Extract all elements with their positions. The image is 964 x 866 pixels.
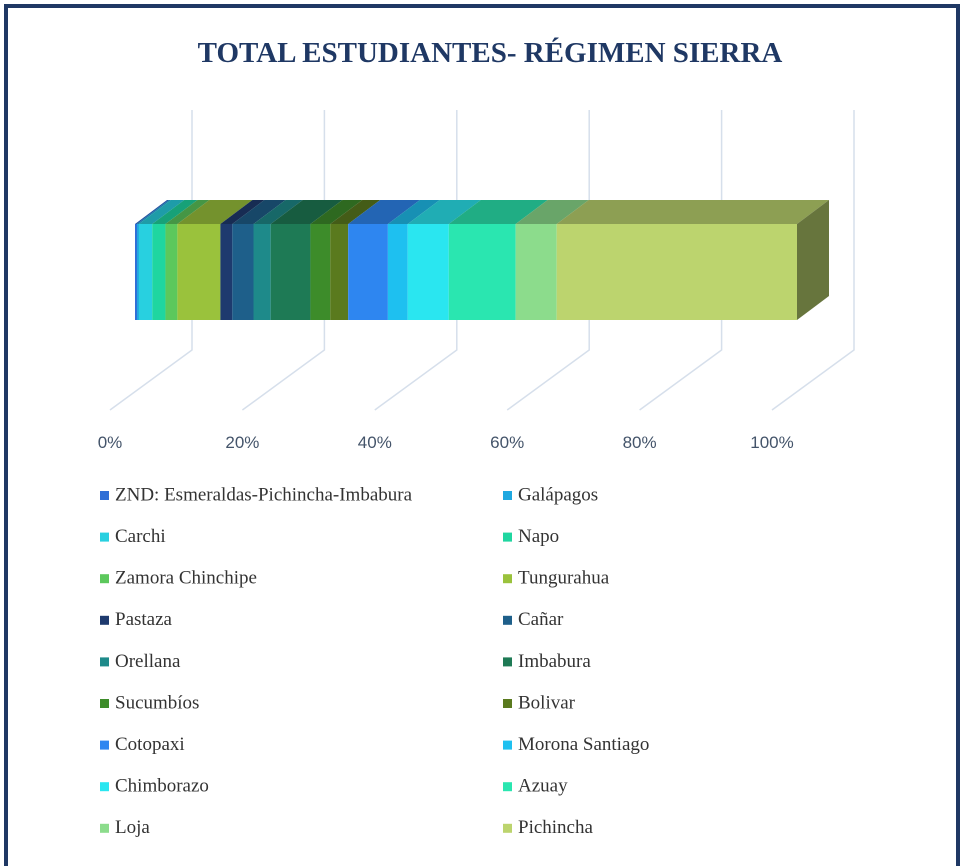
bar-top bbox=[330, 200, 381, 224]
bar-top bbox=[407, 200, 481, 224]
legend-swatch bbox=[503, 740, 512, 750]
legend-label: Imbabura bbox=[518, 651, 591, 672]
bar-segment bbox=[220, 224, 233, 320]
x-tick-label: 100% bbox=[750, 433, 793, 452]
grid-line bbox=[109, 110, 193, 411]
legend-swatch bbox=[503, 574, 512, 584]
bar-segment bbox=[136, 224, 139, 320]
legend-swatch bbox=[503, 491, 512, 500]
bar-top bbox=[165, 200, 210, 224]
chart-title: TOTAL ESTUDIANTES- RÉGIMEN SIERRA bbox=[198, 36, 783, 69]
legend-swatch bbox=[100, 782, 109, 792]
legend-swatch bbox=[503, 823, 512, 833]
legend-label: Cañar bbox=[518, 609, 564, 630]
legend-label: Zamora Chinchipe bbox=[115, 568, 257, 589]
legend-label: Azuay bbox=[518, 776, 568, 797]
grid-line bbox=[506, 110, 590, 411]
legend-label: Pichincha bbox=[518, 817, 593, 838]
legend-swatch bbox=[100, 657, 109, 667]
legend-swatch bbox=[100, 740, 109, 750]
bar-segment bbox=[138, 224, 153, 320]
bar-segment bbox=[330, 224, 349, 320]
bar-segment bbox=[448, 224, 516, 320]
bar-top bbox=[348, 200, 420, 224]
legend-label: Napo bbox=[518, 526, 559, 547]
bar-top bbox=[232, 200, 286, 224]
bar-top bbox=[220, 200, 265, 224]
legend-label: Carchi bbox=[115, 526, 166, 547]
bar-top bbox=[556, 200, 829, 224]
legend-label: Cotopaxi bbox=[115, 734, 185, 755]
legend-label: Galápagos bbox=[518, 484, 598, 505]
bar-segment bbox=[135, 224, 137, 320]
grid-line bbox=[771, 110, 855, 411]
x-tick-label: 0% bbox=[98, 433, 123, 452]
x-tick-label: 60% bbox=[490, 433, 524, 452]
legend-swatch bbox=[503, 699, 512, 708]
bar-top bbox=[136, 200, 171, 224]
grid-line bbox=[639, 110, 723, 411]
bar-top bbox=[387, 200, 440, 224]
legend-label: Bolivar bbox=[518, 692, 576, 713]
legend-label: Chimborazo bbox=[115, 776, 209, 797]
bar-segment bbox=[232, 224, 254, 320]
legend-swatch bbox=[100, 823, 109, 833]
legend-swatch bbox=[503, 615, 512, 625]
bar-segment bbox=[387, 224, 408, 320]
bar-top bbox=[448, 200, 548, 224]
bar-top bbox=[270, 200, 343, 224]
bar-segment bbox=[152, 224, 166, 320]
bar-segment bbox=[177, 224, 221, 320]
bar-top bbox=[177, 200, 253, 224]
legend-swatch bbox=[503, 532, 512, 542]
bar-segment bbox=[270, 224, 311, 320]
grid-line bbox=[374, 110, 458, 411]
bar-segment bbox=[407, 224, 449, 320]
bar-segment bbox=[556, 224, 797, 320]
legend-label: Morona Santiago bbox=[518, 734, 649, 755]
bar-top bbox=[253, 200, 303, 224]
bar-top bbox=[152, 200, 198, 224]
legend-label: Orellana bbox=[115, 651, 181, 672]
x-tick-label: 40% bbox=[358, 433, 392, 452]
bar-top bbox=[138, 200, 185, 224]
legend-label: Loja bbox=[115, 817, 150, 838]
bar-top bbox=[135, 200, 169, 224]
bar-top bbox=[515, 200, 589, 224]
legend-label: Tungurahua bbox=[518, 568, 610, 589]
legend-swatch bbox=[503, 657, 512, 667]
grid-line bbox=[241, 110, 326, 411]
x-tick-label: 80% bbox=[623, 433, 657, 452]
bar-segment bbox=[515, 224, 557, 320]
bar-segment bbox=[348, 224, 388, 320]
bar-segment bbox=[165, 224, 178, 320]
frame bbox=[4, 4, 960, 866]
bar-side bbox=[797, 200, 829, 320]
legend-swatch bbox=[100, 615, 109, 625]
bar-segment bbox=[253, 224, 271, 320]
legend-label: Sucumbíos bbox=[115, 692, 199, 713]
bar-segment bbox=[310, 224, 331, 320]
legend-swatch bbox=[100, 699, 109, 708]
legend-swatch bbox=[100, 491, 109, 500]
legend-swatch bbox=[100, 532, 109, 542]
legend-label: Pastaza bbox=[115, 609, 173, 630]
legend-swatch bbox=[503, 782, 512, 792]
x-tick-label: 20% bbox=[225, 433, 259, 452]
bar-top bbox=[310, 200, 363, 224]
legend-swatch bbox=[100, 574, 109, 584]
legend-label: ZND: Esmeraldas-Pichincha-Imbabura bbox=[115, 484, 413, 505]
